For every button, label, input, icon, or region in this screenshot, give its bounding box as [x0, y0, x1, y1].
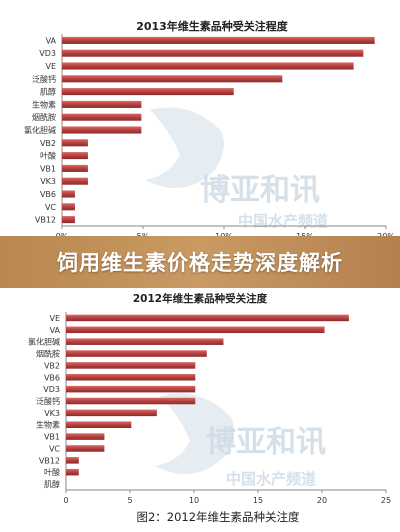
x-tick-label: 20	[317, 496, 327, 505]
bar	[66, 338, 224, 345]
watermark-site: 中国水产频道	[238, 212, 328, 230]
category-label: 泛酸钙	[36, 396, 60, 406]
watermark-brand: 博亚和讯	[200, 173, 320, 208]
chart-caption: 图2：2012年维生素品种关注度	[136, 510, 300, 524]
category-label: 烟酰胺	[32, 112, 56, 122]
category-label: VE	[45, 62, 56, 71]
x-tick-label: 15	[253, 496, 263, 505]
bar	[62, 216, 75, 224]
category-label: VD3	[43, 385, 60, 394]
category-label: 泛酸钙	[32, 74, 56, 84]
bar	[62, 88, 234, 96]
category-label: 叶酸	[44, 467, 60, 477]
category-label: 肌醇	[40, 87, 56, 97]
category-label: VB12	[39, 456, 60, 465]
bar	[66, 409, 157, 417]
category-label: VB1	[40, 164, 56, 173]
category-label: 生物素	[32, 99, 56, 109]
chart-2012-panel: 博亚和讯中国水产频道 2012年维生素品种受关注度 VE VA 氯化胆碱烟酰胺 VB2 VB…	[0, 288, 400, 532]
category-label: 肌醇	[44, 479, 60, 489]
category-label: 氯化胆碱	[24, 125, 56, 135]
watermark-site: 中国水产频道	[226, 470, 316, 488]
category-label: VB12	[35, 216, 56, 225]
category-label: VA	[50, 326, 61, 335]
bar	[62, 164, 88, 172]
chart-2013-panel: 博亚和讯中国水产频道 2013年维生素品种受关注程度 VA VD3 VE 泛酸钙肌醇生物素…	[0, 0, 400, 236]
bar	[62, 100, 142, 108]
category-label: VC	[45, 203, 56, 212]
category-label: 叶酸	[40, 151, 56, 161]
bar	[62, 177, 88, 185]
bar	[66, 314, 349, 322]
watermark-bird-icon	[155, 393, 234, 474]
bar	[62, 36, 375, 44]
title-banner: 饲用维生素价格走势深度解析	[0, 236, 400, 288]
category-label: VE	[49, 314, 60, 323]
x-tick-label: 0%	[56, 232, 69, 236]
bar	[66, 445, 105, 452]
bar	[66, 433, 105, 440]
category-label: VB6	[44, 373, 60, 382]
x-tick-label: 5%	[137, 232, 150, 236]
bar	[66, 362, 196, 369]
bar	[62, 139, 88, 147]
bar	[62, 190, 75, 198]
bar	[66, 326, 325, 334]
category-label: VC	[49, 444, 60, 453]
bar	[62, 203, 75, 211]
category-label: VK3	[40, 177, 56, 186]
x-tick-label: 0	[63, 496, 68, 505]
category-label: 氯化胆碱	[28, 337, 60, 347]
bar	[62, 113, 142, 121]
chart-title: 2013年维生素品种受关注程度	[136, 19, 289, 33]
bar	[62, 75, 283, 83]
x-tick-label: 20%	[377, 232, 395, 236]
bar	[62, 126, 142, 134]
category-label: 烟酰胺	[36, 349, 60, 359]
category-label: 生物素	[36, 420, 60, 430]
x-tick-label: 10	[189, 496, 199, 505]
x-tick-label: 25	[381, 496, 391, 505]
category-label: VK3	[44, 409, 60, 418]
bar	[66, 385, 196, 393]
watermark-bird-icon	[145, 107, 224, 188]
bar	[62, 62, 354, 70]
bar	[66, 397, 196, 405]
bar	[62, 49, 364, 57]
category-label: VB6	[40, 190, 56, 199]
bar	[66, 374, 196, 381]
category-label: VD3	[39, 49, 56, 58]
category-label: VB2	[44, 361, 60, 370]
bar	[66, 457, 79, 464]
x-tick-label: 10%	[215, 232, 233, 236]
x-tick-label: 5	[127, 496, 132, 505]
bar	[66, 468, 79, 476]
x-tick-label: 15%	[296, 232, 314, 236]
watermark-brand: 博亚和讯	[206, 425, 326, 460]
bar	[66, 350, 207, 357]
category-label: VA	[46, 36, 57, 45]
bar	[62, 152, 88, 160]
category-label: VB1	[44, 433, 60, 442]
category-label: VB2	[40, 139, 56, 148]
banner-title: 饲用维生素价格走势深度解析	[57, 251, 343, 275]
bar	[66, 421, 132, 428]
chart-title: 2012年维生素品种受关注度	[133, 292, 268, 305]
